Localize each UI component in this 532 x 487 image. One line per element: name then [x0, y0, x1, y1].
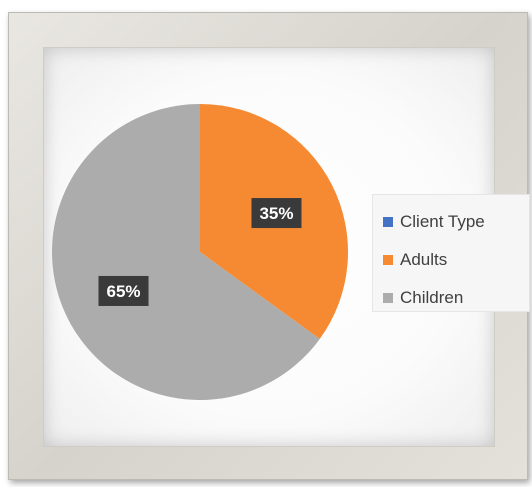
- legend-item-client-type: Client Type: [373, 203, 529, 241]
- legend-swatch: [383, 255, 393, 265]
- legend-label: Children: [400, 288, 464, 307]
- legend-swatch: [383, 217, 393, 227]
- legend-swatch: [383, 293, 393, 303]
- data-label-box: [98, 275, 149, 306]
- pie-slices: [51, 104, 348, 401]
- data-label-children: 65%: [98, 275, 149, 306]
- legend-label: Client Type: [400, 212, 485, 231]
- legend-item-children: Children: [373, 279, 529, 317]
- legend-label: Adults: [400, 250, 448, 269]
- data-label-text: 35%: [259, 204, 293, 223]
- legend-item-adults: Adults: [373, 241, 529, 279]
- chart-legend: Client Type Adults Children: [372, 194, 530, 312]
- data-label-box: [251, 198, 302, 229]
- data-labels: 35% 65%: [98, 198, 302, 306]
- pie-slice-children: [51, 104, 320, 401]
- data-label-text: 65%: [107, 282, 141, 301]
- data-label-adults: 35%: [251, 198, 302, 229]
